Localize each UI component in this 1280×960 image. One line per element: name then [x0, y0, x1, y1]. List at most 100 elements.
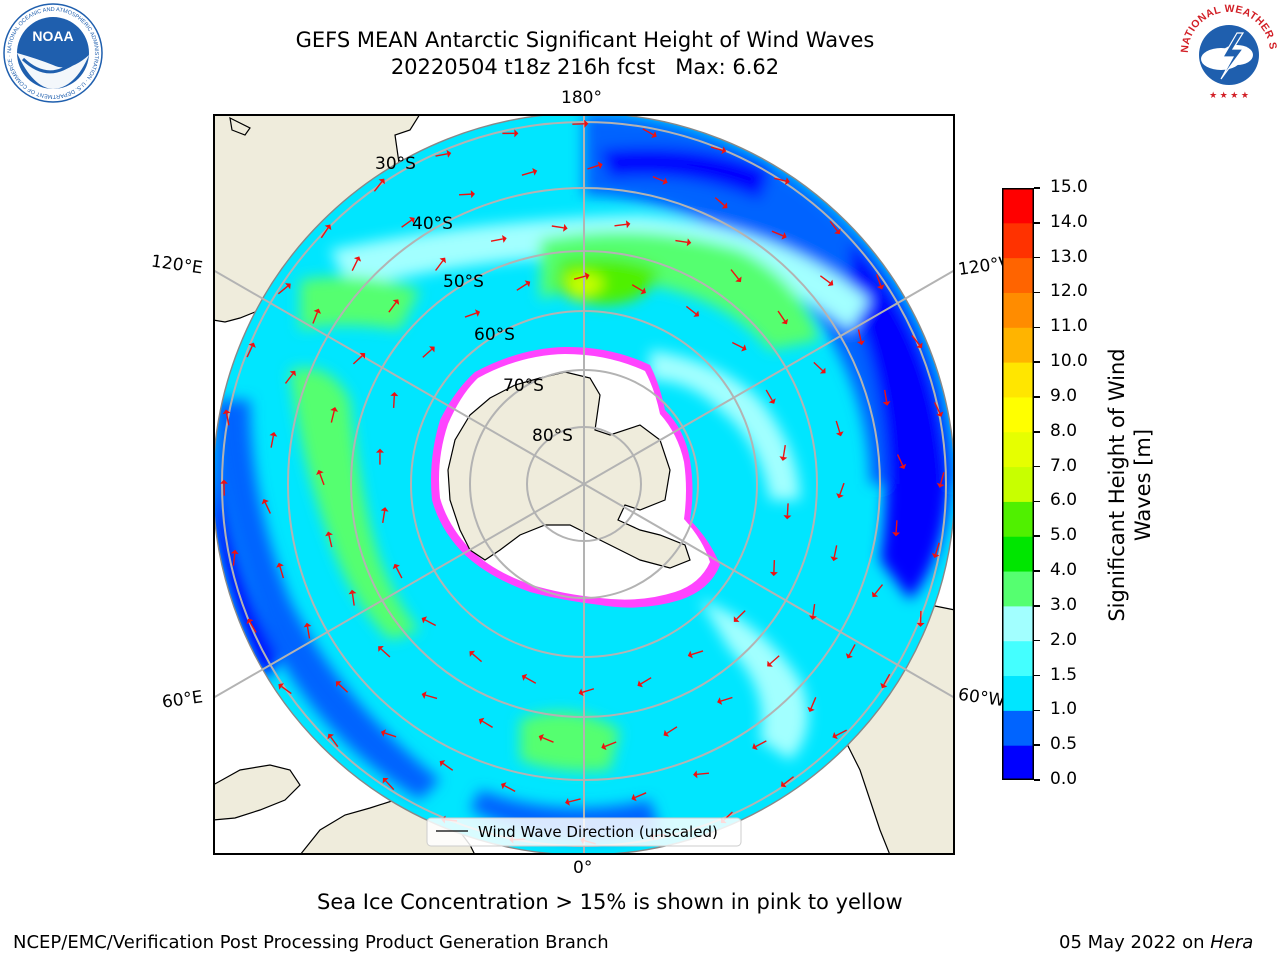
wind-wave-arrow — [458, 190, 476, 199]
wind-wave-arrow — [807, 697, 817, 713]
wind-wave-arrow — [819, 275, 834, 287]
wind-wave-arrow — [421, 691, 438, 700]
colorbar-tick-label: 9.0 — [1050, 385, 1078, 406]
colorbar-swatch — [1002, 536, 1034, 572]
wind-wave-arrow — [578, 688, 595, 697]
wind-wave-arrow — [573, 272, 590, 280]
wind-wave-arrow — [733, 610, 746, 622]
wind-wave-arrow — [325, 531, 333, 548]
wind-wave-arrow — [502, 129, 519, 138]
wind-wave-arrow — [316, 469, 325, 486]
colorbar-title-line2: Waves [m] — [1131, 428, 1155, 542]
wind-wave-arrow — [631, 284, 646, 295]
noaa-logo-text: NOAA — [32, 28, 73, 44]
wind-wave-arrow — [382, 777, 395, 791]
wind-wave-arrow — [219, 479, 228, 496]
wind-wave-arrow — [401, 216, 415, 228]
colorbar-tick-mark — [1034, 222, 1040, 224]
wind-wave-arrow — [685, 305, 700, 317]
wind-wave-arrow — [829, 220, 841, 235]
colorbar-tick-mark — [1034, 465, 1040, 468]
wind-wave-arrow — [327, 733, 339, 748]
map-title: GEFS MEAN Antarctic Significant Height o… — [295, 28, 875, 52]
wind-wave-arrow — [551, 223, 568, 232]
colorbar-tick-mark — [1034, 396, 1040, 398]
wind-wave-arrow — [348, 589, 357, 606]
wind-wave-arrow — [769, 560, 778, 577]
antarctica — [431, 346, 720, 608]
wind-wave-arrow — [352, 352, 366, 365]
wind-wave-arrow — [521, 673, 537, 684]
wind-wave-arrow — [375, 448, 384, 465]
colorbar-swatch — [1002, 466, 1034, 502]
lon-label-60e: 60°E — [160, 687, 205, 713]
wind-wave-arrow — [857, 329, 865, 346]
wind-wave-arrow — [516, 280, 531, 291]
wind-wave-arrow — [642, 128, 657, 139]
wind-wave-arrow — [836, 482, 845, 499]
wind-wave-arrow — [675, 238, 692, 247]
wind-wave-arrow — [717, 696, 733, 705]
lat-label-60s: 60°S — [474, 325, 515, 345]
host-name: Hera — [1210, 932, 1254, 953]
wind-wave-arrow — [892, 520, 901, 537]
wind-wave-arrow — [882, 389, 891, 406]
colorbar-tick-mark — [1034, 256, 1040, 259]
wind-wave-arrow — [835, 420, 844, 437]
wind-wave-arrow — [269, 431, 278, 448]
wind-wave-arrow — [284, 370, 296, 384]
sea-ice-note: Sea Ice Concentration > 15% is shown in … — [317, 890, 903, 914]
colorbar-tick-mark — [1034, 535, 1040, 537]
colorbar-tick-mark — [1034, 744, 1040, 746]
wind-wave-arrow — [780, 776, 795, 788]
colorbar-tick-label: 2.0 — [1050, 629, 1078, 650]
wind-wave-arrow — [614, 220, 631, 229]
wind-wave-arrow — [871, 584, 884, 598]
lon-label-0: 0° — [573, 858, 593, 878]
colorbar-tick-mark — [1034, 709, 1040, 712]
lat-label-80s: 80°S — [532, 426, 573, 446]
lat-label-50s: 50°S — [443, 272, 484, 292]
colorbar-tick-label: 14.0 — [1050, 211, 1088, 232]
wind-wave-arrow — [572, 119, 589, 128]
wind-wave-arrow — [911, 335, 923, 349]
wind-wave-arrow — [222, 409, 231, 426]
colorbar-tick-label: 1.0 — [1050, 699, 1078, 720]
wind-wave-arrow — [601, 741, 617, 751]
colorbar-title-line1: Significant Height of Wind — [1105, 348, 1129, 622]
wind-wave-arrow — [710, 146, 727, 155]
wind-wave-arrow — [421, 616, 437, 627]
colorbar-swatch — [1002, 396, 1034, 433]
wind-wave-arrow — [774, 177, 790, 186]
wind-wave-arrow — [464, 309, 481, 318]
wind-wave-arrow — [392, 563, 403, 579]
lat-label-40s: 40°S — [412, 214, 453, 234]
wind-wave-arrow — [435, 149, 452, 158]
wind-wave-arrow — [714, 197, 728, 209]
lon-label-60w: 60°W — [956, 684, 1007, 712]
colorbar-tick-label: 3.0 — [1050, 594, 1078, 615]
colorbar-ticks: 0.0 0.5 1.0 1.5 2.0 3.0 4.0 5.0 6.0 7.0 8.0 9.0 10.0… — [1034, 177, 1106, 789]
colorbar-tick-label: 8.0 — [1050, 420, 1078, 441]
wind-wave-arrow — [730, 269, 742, 283]
colorbar — [1002, 188, 1034, 781]
wind-wave-arrow — [587, 161, 603, 170]
colorbar-title: Significant Height of Wind Waves [m] — [1104, 305, 1156, 665]
wind-wave-arrow — [380, 507, 389, 524]
credit-text: NCEP/EMC/Verification Post Processing Pr… — [13, 932, 609, 953]
lat-label-70s: 70°S — [503, 376, 544, 396]
colorbar-tick-mark — [1034, 326, 1040, 329]
wind-wave-arrow — [490, 234, 507, 243]
wind-wave-arrow — [277, 283, 291, 295]
wind-wave-arrow — [521, 167, 538, 176]
wind-wave-arrow — [439, 760, 454, 771]
colorbar-tick-mark — [1034, 431, 1040, 433]
svg-text:★ ★ ★ ★: ★ ★ ★ ★ — [1209, 90, 1249, 100]
colorbar-tick-label: 0.0 — [1050, 769, 1078, 789]
wind-wave-arrow — [390, 391, 399, 408]
polar-map: 30°S 40°S 50°S 60°S 70°S 80°S Wind Wave … — [212, 112, 956, 859]
wind-wave-arrow — [808, 603, 817, 620]
colorbar-tick-label: 13.0 — [1050, 246, 1088, 267]
wind-wave-arrow — [303, 622, 312, 639]
colorbar-swatch — [1002, 605, 1034, 642]
